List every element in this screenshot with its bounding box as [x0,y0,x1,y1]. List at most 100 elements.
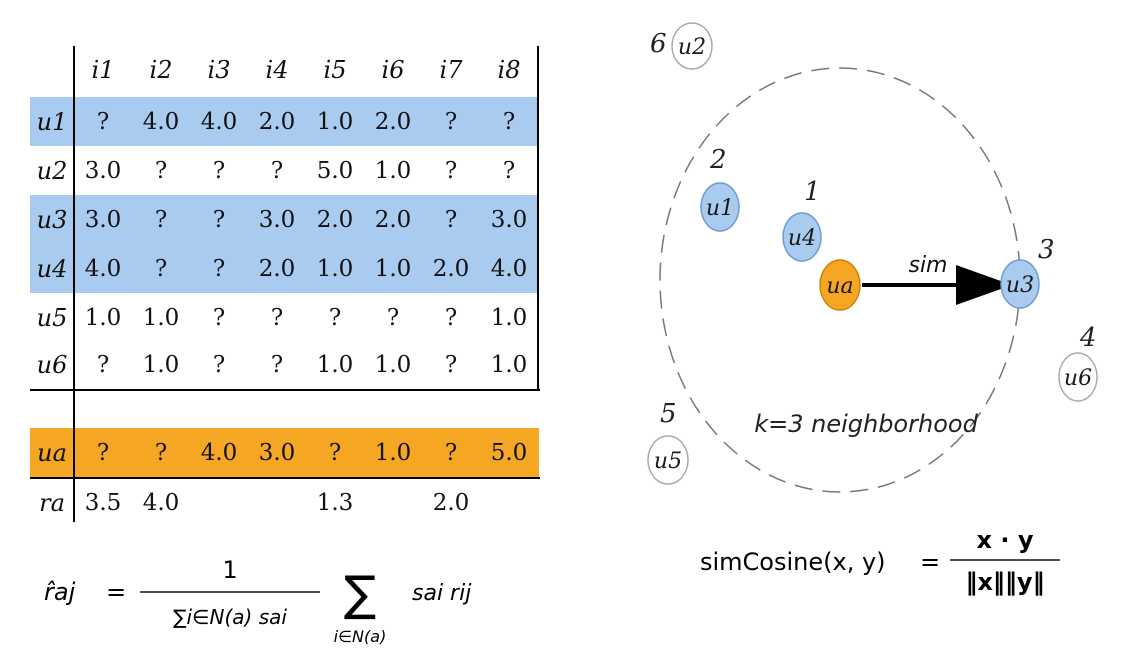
rating-cell: ? [212,157,226,184]
rating-cell: ? [444,304,458,331]
node-rank-number: 1 [804,177,821,207]
cosine-denominator: ‖x‖‖y‖ [965,568,1044,596]
item-header-i2: i2 [149,56,173,84]
similarity-edge-label: sim [908,253,947,278]
rating-cell: ? [444,351,458,378]
rating-cell: ? [96,439,110,466]
item-header-row: i1 i2 i3 i4 i5 i6 i7 i8 [30,48,539,92]
node-rank-number: 4 [1079,323,1097,353]
user-node-u3: u33 [1000,235,1055,309]
row-label: u6 [36,350,68,379]
rating-cell: 1.0 [490,351,528,378]
node-rank-number: 6 [650,29,667,59]
item-header-i8: i8 [497,56,521,84]
node-circle [671,22,713,70]
user-node-u2: u2 6 [650,22,713,70]
rating-cell: ? [444,108,458,135]
rating-cell: 1.0 [84,304,122,331]
item-header-i1: i1 [91,56,115,84]
prediction-sum-symbol: ∑ [344,566,376,622]
user-node-u6: u6 4 [1058,323,1098,402]
rating-cell: ? [444,157,458,184]
table-row: u2 3.0??? 5.0 1.0?? [30,146,539,195]
prediction-formula: r̂aj = 1 ∑i∈N(a) sai ∑ i∈N(a) sai rij [44,556,472,646]
rating-cell: 1.0 [374,157,412,184]
prediction-numerator: 1 [222,556,237,584]
cosine-similarity-formula: simCosine(x, y) = x · y ‖x‖‖y‖ [700,526,1060,596]
node-label: u4 [788,226,816,251]
rating-cell: ? [212,304,226,331]
rating-cell: ? [270,304,284,331]
rating-cell: ? [96,108,110,135]
prediction-denominator: ∑i∈N(a) sai [173,605,287,629]
rating-cell: ? [212,255,226,282]
node-label: u6 [1064,366,1092,391]
rating-cell: ? [328,439,342,466]
table-row: u3 3.0?? 3.0 2.0 2.0? 3.0 [30,195,539,244]
rating-cell: 3.0 [258,206,296,233]
cosine-equals: = [920,548,940,576]
item-header-i4: i4 [265,56,289,84]
rating-cell: ? [212,351,226,378]
active-user-node: ua [819,259,861,311]
table-row: u4 4.0?? 2.0 1.0 1.0 2.0 4.0 [30,244,539,293]
rating-cell: ? [96,351,110,378]
rating-cell: 4.0 [200,108,238,135]
rating-matrix-panel: i1 i2 i3 i4 i5 i6 i7 i8 u1? 4.0 4.0 2.0 1.0 2.0?? u2 3… [0,0,560,670]
prediction-sum-index: i∈N(a) [334,627,387,646]
node-circle [819,259,861,311]
table-vertical-divider [73,46,75,522]
active-user-bottom-border [30,477,540,479]
table-right-border [537,46,539,390]
user-node-u1: u1 2 [700,145,740,232]
table-row: ua?? 4.0 3.0? 1.0? 5.0 [30,428,539,477]
row-label: ua [37,438,67,467]
rating-cell: 1.0 [142,351,180,378]
node-circle [1000,259,1040,309]
rating-cell: 3.0 [84,157,122,184]
rating-cell: ? [212,206,226,233]
rating-cell: 1.0 [316,255,354,282]
rating-cell: ? [386,304,400,331]
neighborhood-label: k=3 neighborhood [754,410,978,438]
node-circle [782,212,822,262]
rating-cell: ? [502,108,516,135]
rating-cell: ? [154,255,168,282]
rating-cell: 5.0 [316,157,354,184]
rating-cell: 2.0 [432,255,470,282]
row-label: u1 [36,107,68,136]
row-label: ra [39,488,65,517]
node-label: u5 [654,449,682,474]
prediction-term: sai rij [412,581,472,606]
rating-cell: 4.0 [142,489,180,516]
rating-cell: ? [444,206,458,233]
rating-cell: 3.0 [490,206,528,233]
table-row: u1? 4.0 4.0 2.0 1.0 2.0?? [30,97,539,146]
row-label: u3 [36,205,68,234]
rating-cell: 3.0 [258,439,296,466]
rating-cell: 5.0 [490,439,528,466]
table-bottom-border [30,389,540,391]
rating-cell: 4.0 [490,255,528,282]
rating-cell: 2.0 [316,206,354,233]
item-header-i7: i7 [439,56,463,84]
rating-cell: 2.0 [258,108,296,135]
node-label: u1 [706,196,734,221]
rating-cell: ? [270,351,284,378]
rating-cell: 1.0 [142,304,180,331]
rating-cell: ? [328,304,342,331]
rating-cell: 1.3 [316,489,354,516]
node-label: u2 [678,35,706,60]
rating-cell: ? [270,157,284,184]
user-node-u4: u4 1 [782,177,822,262]
rating-cell: 3.0 [84,206,122,233]
rating-cell: 2.0 [374,206,412,233]
rating-cell: 2.0 [374,108,412,135]
node-label: u3 [1006,273,1034,298]
rating-cell: 1.0 [374,255,412,282]
node-circle [647,435,689,485]
rating-cell: ? [444,439,458,466]
rating-cell: 2.0 [432,489,470,516]
rating-cell: 1.0 [374,351,412,378]
rating-cell: 4.0 [200,439,238,466]
